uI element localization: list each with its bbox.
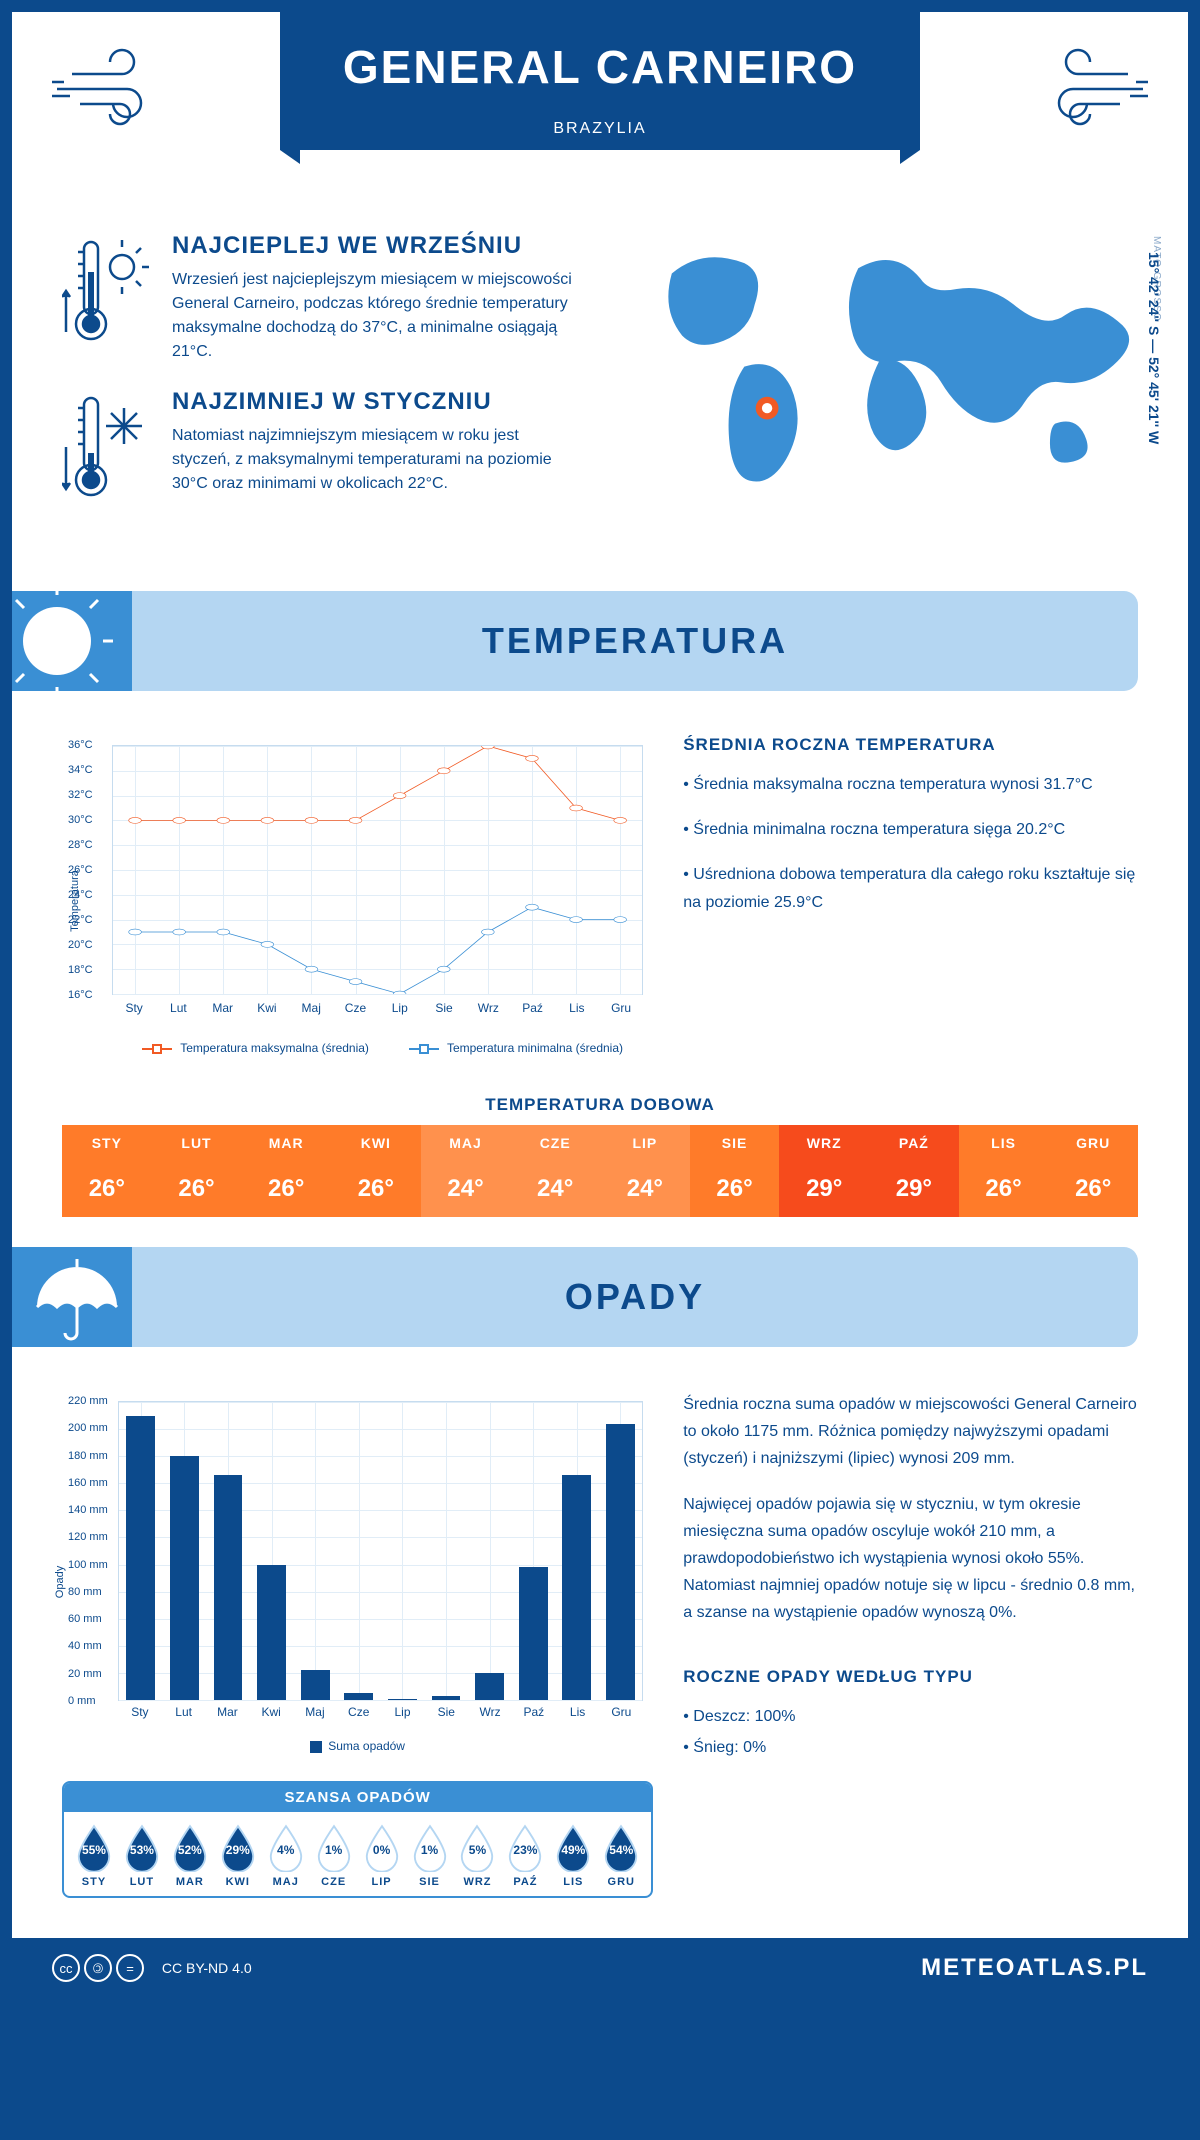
cold-text: Natomiast najzimniejszym miesiącem w rok…: [172, 424, 580, 496]
side-bullet: • Średnia minimalna roczna temperatura s…: [683, 816, 1138, 843]
annual-bullet: • Śnieg: 0%: [683, 1734, 1138, 1761]
cc-icons: cc🄯=: [52, 1960, 152, 1976]
daily-temp-title: TEMPERATURA DOBOWA: [12, 1095, 1188, 1115]
temperature-section-header: TEMPERATURA: [12, 591, 1138, 691]
rain-chance-item: 29% KWI: [214, 1824, 262, 1888]
side-bullet: • Średnia maksymalna roczna temperatura …: [683, 771, 1138, 798]
rain-chance-title: SZANSA OPADÓW: [64, 1783, 651, 1812]
rain-chance-item: 53% LUT: [118, 1824, 166, 1888]
side-bullet: • Uśredniona dobowa temperatura dla całe…: [683, 861, 1138, 915]
thermometer-snow-icon: [62, 388, 152, 513]
annual-precip-title: ROCZNE OPADY WEDŁUG TYPU: [683, 1667, 1138, 1687]
heat-cell: WRZ29°: [779, 1125, 869, 1217]
wind-icon: [1028, 44, 1148, 139]
footer: cc🄯= CC BY-ND 4.0 METEOATLAS.PL: [12, 1938, 1188, 1998]
heat-cell: LIP24°: [600, 1125, 690, 1217]
title-ribbon: GENERAL CARNEIRO BRAZYLIA: [280, 12, 920, 150]
umbrella-icon: [12, 1247, 132, 1347]
rain-chance-item: 23% PAŹ: [501, 1824, 549, 1888]
daily-temp-table: STY26°LUT26°MAR26°KWI26°MAJ24°CZE24°LIP2…: [62, 1125, 1138, 1217]
rain-chance-item: 1% SIE: [406, 1824, 454, 1888]
precipitation-section-header: OPADY: [12, 1247, 1138, 1347]
heat-cell: MAJ24°: [421, 1125, 511, 1217]
wind-icon: [52, 44, 172, 139]
heat-cell: PAŹ29°: [869, 1125, 959, 1217]
rain-chance-item: 1% CZE: [310, 1824, 358, 1888]
annual-bullet: • Deszcz: 100%: [683, 1703, 1138, 1730]
thermometer-sun-icon: [62, 232, 152, 364]
heat-cell: KWI26°: [331, 1125, 421, 1217]
section-title: TEMPERATURA: [132, 620, 1138, 662]
rain-chance-box: SZANSA OPADÓW 55% STY 53% LUT 52%: [62, 1781, 653, 1898]
heat-cell: CZE24°: [510, 1125, 600, 1217]
precipitation-bar-chart: Opady Suma opadów 0 mm20 mm40 mm60 mm80 …: [62, 1391, 653, 1761]
section-title: OPADY: [132, 1276, 1138, 1318]
world-map-icon: [620, 232, 1138, 501]
country-name: BRAZYLIA: [280, 120, 920, 138]
chart-legend: Suma opadów: [62, 1739, 653, 1753]
hot-text: Wrzesień jest najcieplejszym miesiącem w…: [172, 268, 580, 364]
city-name: GENERAL CARNEIRO: [280, 40, 920, 94]
site-name: METEOATLAS.PL: [921, 1954, 1148, 1982]
license-text: CC BY-ND 4.0: [162, 1960, 252, 1976]
rain-chance-item: 54% GRU: [597, 1824, 645, 1888]
rain-chance-item: 0% LIP: [358, 1824, 406, 1888]
hot-title: NAJCIEPLEJ WE WRZEŚNIU: [172, 232, 580, 260]
heat-cell: STY26°: [62, 1125, 152, 1217]
precip-para: Najwięcej opadów pojawia się w styczniu,…: [683, 1491, 1138, 1627]
chart-legend: Temperatura maksymalna (średnia)Temperat…: [112, 1041, 653, 1055]
precip-para: Średnia roczna suma opadów w miejscowośc…: [683, 1391, 1138, 1473]
ylabel: Opady: [54, 1566, 66, 1598]
rain-chance-item: 4% MAJ: [262, 1824, 310, 1888]
heat-cell: MAR26°: [241, 1125, 331, 1217]
hot-fact: NAJCIEPLEJ WE WRZEŚNIU Wrzesień jest naj…: [62, 232, 580, 364]
side-title: ŚREDNIA ROCZNA TEMPERATURA: [683, 735, 1138, 755]
page: GENERAL CARNEIRO BRAZYLIA: [12, 12, 1188, 1998]
sun-icon: [12, 591, 132, 691]
cold-title: NAJZIMNIEJ W STYCZNIU: [172, 388, 580, 416]
coordinates: 15° 42' 24'' S — 52° 45' 21'' W: [1146, 252, 1162, 444]
heat-cell: GRU26°: [1048, 1125, 1138, 1217]
heat-cell: LIS26°: [959, 1125, 1049, 1217]
header: GENERAL CARNEIRO BRAZYLIA: [12, 12, 1188, 192]
rain-chance-item: 55% STY: [70, 1824, 118, 1888]
rain-chance-item: 5% WRZ: [454, 1824, 502, 1888]
heat-cell: SIE26°: [690, 1125, 780, 1217]
cold-fact: NAJZIMNIEJ W STYCZNIU Natomiast najzimni…: [62, 388, 580, 513]
rain-chance-item: 49% LIS: [549, 1824, 597, 1888]
temperature-line-chart: Temperatura Temperatura maksymalna (śred…: [62, 735, 653, 1055]
rain-chance-item: 52% MAR: [166, 1824, 214, 1888]
heat-cell: LUT26°: [152, 1125, 242, 1217]
intro-section: NAJCIEPLEJ WE WRZEŚNIU Wrzesień jest naj…: [12, 192, 1188, 567]
